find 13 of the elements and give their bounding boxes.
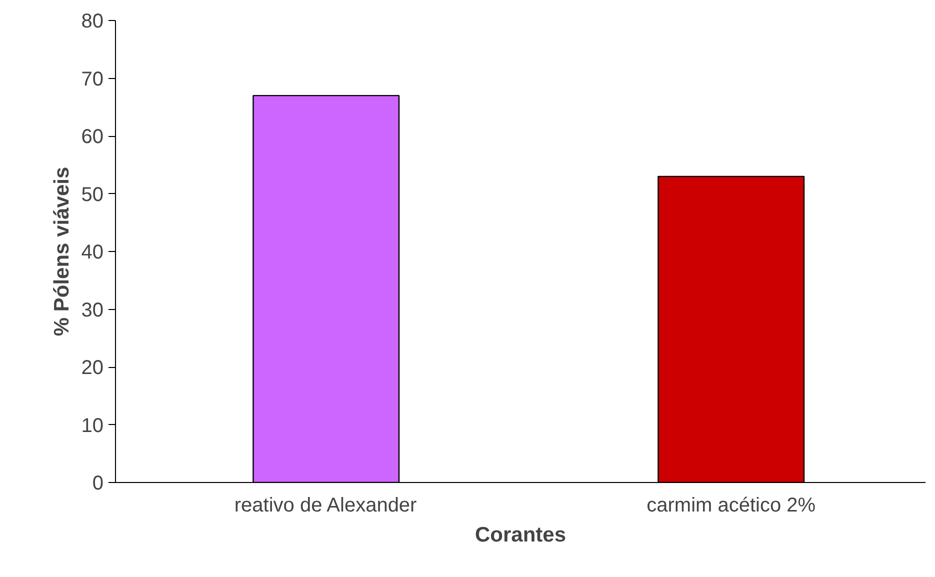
y-tick-label: 80: [81, 10, 104, 32]
x-axis-title: Corantes: [474, 524, 566, 546]
y-tick-label: 40: [81, 242, 104, 264]
x-tick-label: reativo de Alexander: [234, 494, 418, 516]
y-tick-label: 20: [81, 357, 104, 379]
y-tick-label: 0: [92, 472, 104, 494]
y-tick-label: 50: [81, 184, 104, 206]
y-tick-label: 70: [81, 68, 104, 90]
y-axis-title: % Pólens viáveis: [50, 166, 74, 336]
y-tick-label: 60: [81, 126, 104, 148]
x-tick-label: carmim acético 2%: [646, 494, 816, 516]
y-tick-label: 30: [81, 299, 104, 322]
y-tick-label: 10: [81, 414, 104, 437]
